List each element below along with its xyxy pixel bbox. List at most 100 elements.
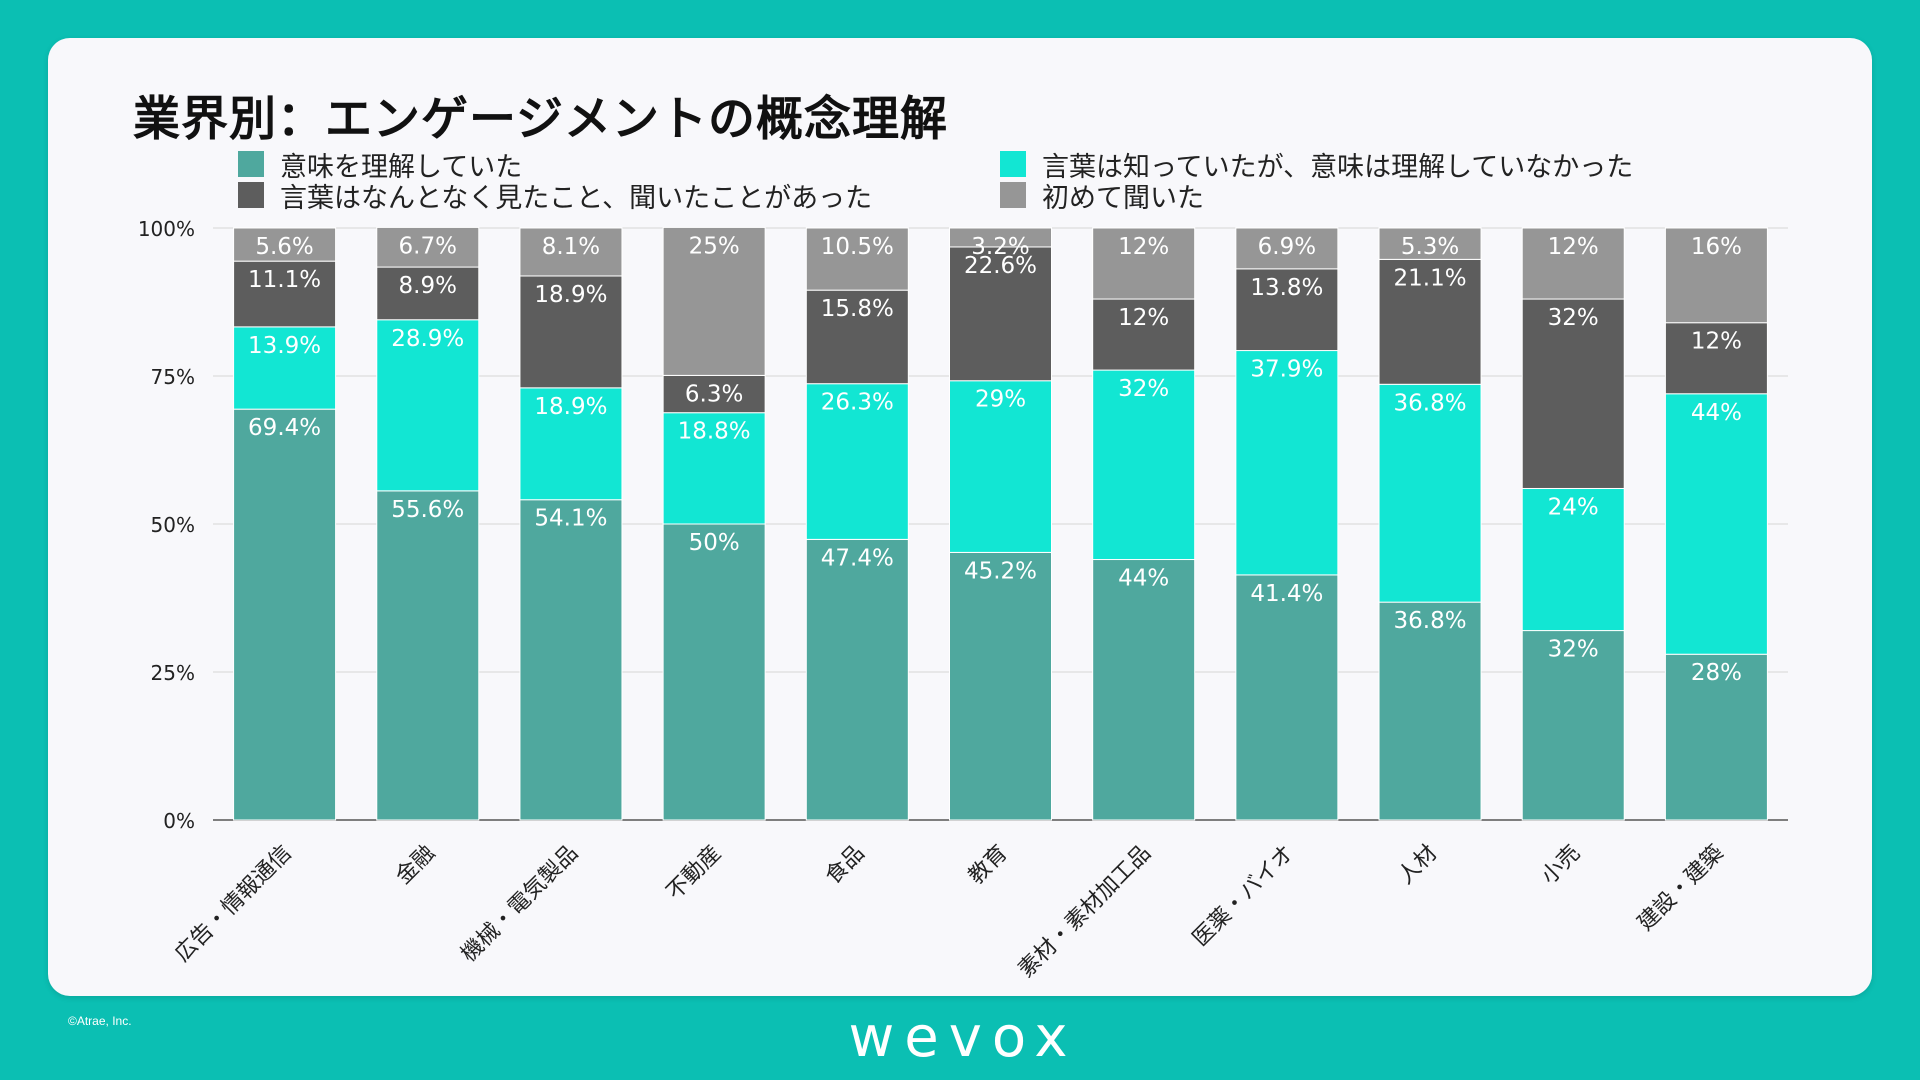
data-label: 5.6% [255,234,313,260]
bar-segment [1235,574,1339,821]
legend-item-seen-word: 言葉はなんとなく見たこと、聞いたことがあった [238,179,872,214]
legend-item-first-time: 初めて聞いた [1000,179,1204,214]
data-label: 69.4% [248,415,321,441]
bar-segment [1378,258,1482,385]
y-tick-label: 50% [151,513,195,537]
x-tick-label: 広告・情報通信 [170,841,297,968]
bar-segment [949,551,1052,821]
bar-segment [519,275,623,389]
legend-swatch [1000,182,1026,208]
data-label: 8.9% [399,273,457,299]
data-label: 21.1% [1394,265,1467,291]
legend-label: 意味を理解していた [280,151,523,183]
data-label: 55.6% [391,497,464,523]
bar-segment [1664,227,1768,324]
data-label: 32% [1118,376,1169,402]
legend-swatch [238,182,264,208]
legend-label: 言葉はなんとなく見たこと、聞いたことがあった [280,182,873,214]
data-label: 13.9% [248,333,321,359]
data-label: 32% [1548,637,1599,663]
y-tick-label: 0% [163,809,195,833]
data-label: 44% [1118,566,1169,592]
data-label: 25% [689,233,740,259]
bar-segment [519,499,623,821]
data-label: 36.8% [1394,608,1467,634]
data-label: 24% [1548,494,1599,520]
bar-segment [1235,350,1339,576]
data-label: 13.8% [1250,275,1323,301]
bar-segment [233,227,337,262]
bar-segment [805,227,909,291]
bar-segment [1235,227,1339,270]
legend-item-understood: 意味を理解していた [238,148,522,183]
x-tick-label: 素材・素材加工品 [1014,841,1156,983]
data-label: 12% [1118,234,1169,260]
bar-segment [805,538,909,821]
bar-segment [376,226,480,268]
data-label: 18.9% [534,394,607,420]
bar-segment [1664,322,1768,395]
x-tick-label: 人材 [1393,841,1442,890]
bar-segment [376,319,480,492]
legend-item-known-word: 言葉は知っていたが、意味は理解していなかった [1000,148,1633,183]
data-label: 47.4% [821,545,894,571]
bar-segment [233,408,337,821]
data-label: 10.5% [821,234,894,260]
x-tick-label: 機械・電気製品 [457,841,584,968]
data-label: 3.2% [971,234,1029,260]
bar-segment [1378,383,1482,603]
data-label: 5.3% [1401,234,1459,260]
bar-segment [1092,559,1196,821]
data-label: 6.3% [685,381,743,407]
y-tick-label: 100% [138,217,195,241]
bar-segment [1664,393,1768,655]
data-label: 12% [1118,305,1169,331]
x-tick-label: 金融 [391,841,440,890]
bar-segment [1378,601,1482,821]
bar-segment [1092,369,1196,561]
bar-segment [805,289,909,385]
bar-segment [233,260,337,328]
data-label: 37.9% [1250,357,1323,383]
bar-segment [1092,298,1196,371]
bar-segment [949,227,1052,248]
data-label: 11.1% [248,267,321,293]
legend-label: 言葉は知っていたが、意味は理解していなかった [1042,151,1634,183]
page-title: 業界別：エンゲージメントの概念理解 [133,92,949,147]
data-label: 12% [1548,234,1599,260]
data-label: 45.2% [964,558,1037,584]
copyright-text: ©Atrae, Inc. [68,1014,132,1028]
x-tick-label: 医薬・バイオ [1188,841,1299,952]
data-label: 41.4% [1250,581,1323,607]
data-label: 36.8% [1394,390,1467,416]
bar-segment [949,380,1052,553]
data-label: 6.7% [399,233,457,259]
data-label: 29% [975,387,1026,413]
data-label: 44% [1691,400,1742,426]
data-label: 22.6% [964,253,1037,279]
bar-segment [949,246,1052,382]
bar-segment [662,374,766,414]
data-label: 32% [1548,305,1599,331]
legend-label: 初めて聞いた [1042,182,1204,214]
bar-segment [519,387,623,501]
data-label: 18.9% [534,282,607,308]
bar-segment [1664,653,1768,821]
data-label: 28.9% [391,326,464,352]
bar-segment [1521,227,1625,300]
x-tick-label: 教育 [964,841,1013,890]
y-tick-label: 75% [151,365,195,389]
data-label: 12% [1691,329,1742,355]
data-label: 54.1% [534,506,607,532]
bar-segment [662,412,766,525]
legend-swatch [1000,151,1026,177]
data-label: 50% [689,530,740,556]
bar-segment [1521,487,1625,632]
bar-segment [1092,227,1196,300]
x-tick-label: 不動産 [662,841,726,905]
data-label: 18.8% [678,419,751,445]
x-tick-label: 小売 [1537,841,1586,890]
bar-segment [1521,298,1625,489]
y-tick-label: 25% [151,661,195,685]
data-label: 16% [1691,234,1742,260]
